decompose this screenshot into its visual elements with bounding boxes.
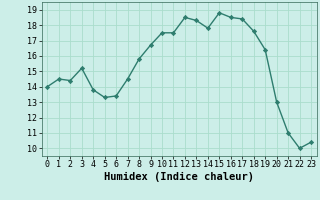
X-axis label: Humidex (Indice chaleur): Humidex (Indice chaleur)	[104, 172, 254, 182]
